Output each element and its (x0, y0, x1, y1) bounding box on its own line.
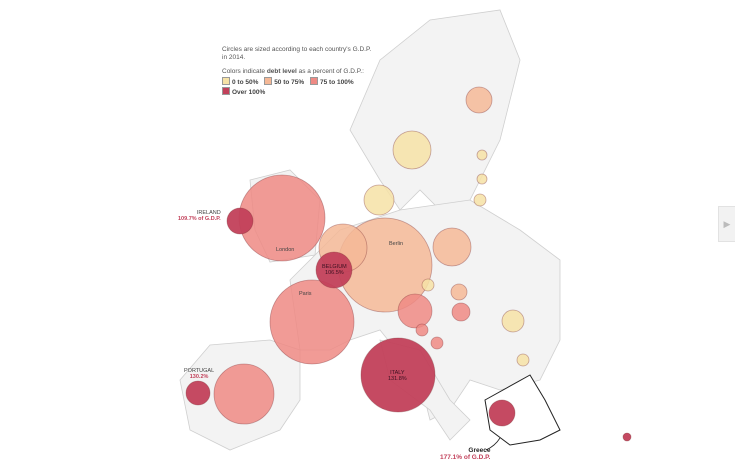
berlin-label: Berlin (389, 241, 404, 247)
italy-name: ITALY (390, 370, 405, 376)
bubble-slovenia[interactable] (415, 323, 429, 337)
bubble-sweden[interactable] (392, 130, 432, 170)
ireland-name: IRELAND (196, 210, 221, 216)
legend-swatch (222, 87, 230, 95)
bubble-czech-republic[interactable] (421, 278, 435, 292)
greece-arrow (485, 437, 501, 451)
belgium-name: BELGIUM (322, 264, 347, 270)
legend-size-note: Circles are sized according to each coun… (222, 46, 372, 61)
italy-value: 131.8% (388, 376, 407, 382)
legend-swatch (222, 77, 230, 85)
legend-key-label: Over 100% (232, 89, 266, 96)
ireland-value: 109.7% of G.D.P. (178, 216, 221, 222)
portugal-value: 130.2% (189, 374, 209, 380)
legend-key-50-75: 50 to 75% (264, 77, 304, 87)
legend-swatch (310, 77, 318, 85)
legend-color-note-post: as a percent of G.D.P.: (296, 68, 364, 75)
bubble-denmark[interactable] (363, 184, 395, 216)
italy-label: ITALY 131.8% (388, 370, 407, 382)
portugal-label: PORTUGAL 130.2% (184, 368, 214, 380)
bubble-italy[interactable] (360, 337, 436, 413)
paris-label: Paris (299, 291, 312, 297)
legend-color-note-bold: debt level (266, 68, 297, 75)
bubble-lithuania[interactable] (473, 193, 487, 207)
legend-key-label: 50 to 75% (274, 79, 305, 86)
greece-name: Greece (468, 447, 491, 454)
legend-key-over-100: Over 100% (222, 87, 265, 97)
bubble-belgium[interactable] (315, 251, 353, 289)
greece-label: Greece 177.1% of G.D.P. (440, 447, 490, 461)
bubble-hungary[interactable] (451, 302, 471, 322)
legend-keys: 0 to 50% 50 to 75% 75 to 100% Over 100% (222, 77, 372, 97)
greece-outline (484, 374, 561, 446)
legend-color-note-pre: Colors indicate (222, 68, 267, 75)
legend-key-label: 75 to 100% (320, 79, 354, 86)
bubble-greece[interactable] (488, 399, 516, 427)
bubble-finland[interactable] (465, 86, 493, 114)
bubble-slovakia[interactable] (450, 283, 468, 301)
bubble-latvia[interactable] (476, 173, 488, 185)
legend-swatch (264, 77, 273, 85)
ireland-label: IRELAND 109.7% of G.D.P. (178, 210, 221, 222)
bubble-france[interactable] (269, 279, 355, 365)
legend-color-note: Colors indicate debt level as a percent … (222, 68, 372, 76)
belgium-value: 106.5% (325, 270, 344, 276)
bubble-bulgaria[interactable] (516, 353, 530, 367)
greece-value: 177.1% of G.D.P. (440, 454, 491, 461)
bubble-cyprus[interactable] (622, 432, 632, 442)
next-panel-button[interactable]: ▶ (718, 206, 735, 242)
bubble-austria[interactable] (397, 293, 433, 329)
bubble-estonia[interactable] (476, 149, 488, 161)
london-label: London (276, 247, 295, 253)
bubble-croatia[interactable] (430, 336, 444, 350)
bubble-portugal[interactable] (185, 380, 211, 406)
bubble-ireland[interactable] (226, 207, 254, 235)
portugal-name: PORTUGAL (184, 368, 215, 374)
bubble-poland[interactable] (432, 227, 472, 267)
land-scandinavia (349, 9, 521, 211)
legend-key-75-100: 75 to 100% (310, 77, 354, 87)
legend: Circles are sized according to each coun… (222, 46, 372, 97)
bubble-spain[interactable] (213, 363, 275, 425)
legend-key-label: 0 to 50% (232, 79, 259, 86)
bubble-romania[interactable] (501, 309, 525, 333)
legend-key-0-50: 0 to 50% (222, 77, 258, 87)
belgium-label: BELGIUM 106.5% (322, 264, 347, 276)
